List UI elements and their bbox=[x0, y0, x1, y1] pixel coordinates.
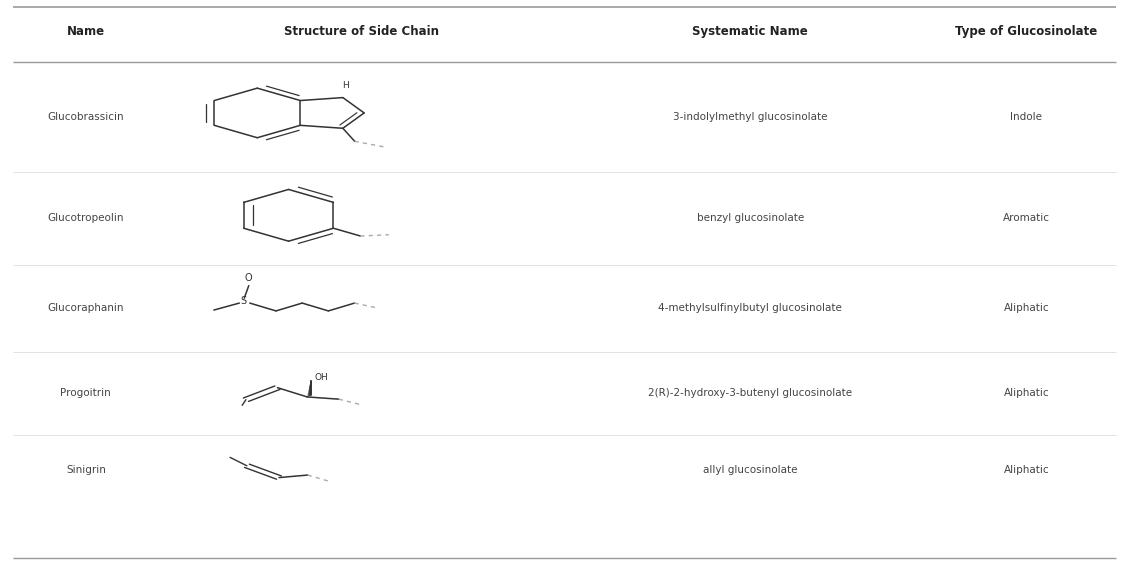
Text: Glucotropeolin: Glucotropeolin bbox=[47, 213, 124, 223]
Text: benzyl glucosinolate: benzyl glucosinolate bbox=[697, 213, 804, 223]
Text: Indole: Indole bbox=[1010, 112, 1042, 122]
Text: Glucoraphanin: Glucoraphanin bbox=[47, 303, 124, 313]
Text: 3-indolylmethyl glucosinolate: 3-indolylmethyl glucosinolate bbox=[673, 112, 828, 122]
Text: H: H bbox=[342, 81, 349, 90]
Text: Systematic Name: Systematic Name bbox=[692, 25, 808, 38]
Text: S: S bbox=[240, 296, 246, 306]
Text: 2(R)-2-hydroxy-3-butenyl glucosinolate: 2(R)-2-hydroxy-3-butenyl glucosinolate bbox=[648, 388, 852, 398]
Text: allyl glucosinolate: allyl glucosinolate bbox=[703, 465, 797, 475]
Text: Type of Glucosinolate: Type of Glucosinolate bbox=[955, 25, 1097, 38]
Text: 4-methylsulfinylbutyl glucosinolate: 4-methylsulfinylbutyl glucosinolate bbox=[658, 303, 842, 313]
Text: Progoitrin: Progoitrin bbox=[61, 388, 112, 398]
Text: Sinigrin: Sinigrin bbox=[65, 465, 106, 475]
Text: Aliphatic: Aliphatic bbox=[1004, 388, 1049, 398]
Text: Glucobrassicin: Glucobrassicin bbox=[47, 112, 124, 122]
Text: Aromatic: Aromatic bbox=[1003, 213, 1050, 223]
Text: Structure of Side Chain: Structure of Side Chain bbox=[285, 25, 439, 38]
Text: Aliphatic: Aliphatic bbox=[1004, 303, 1049, 313]
Text: Name: Name bbox=[67, 25, 105, 38]
Text: O: O bbox=[245, 272, 253, 282]
Text: OH: OH bbox=[315, 373, 329, 382]
Text: Aliphatic: Aliphatic bbox=[1004, 465, 1049, 475]
